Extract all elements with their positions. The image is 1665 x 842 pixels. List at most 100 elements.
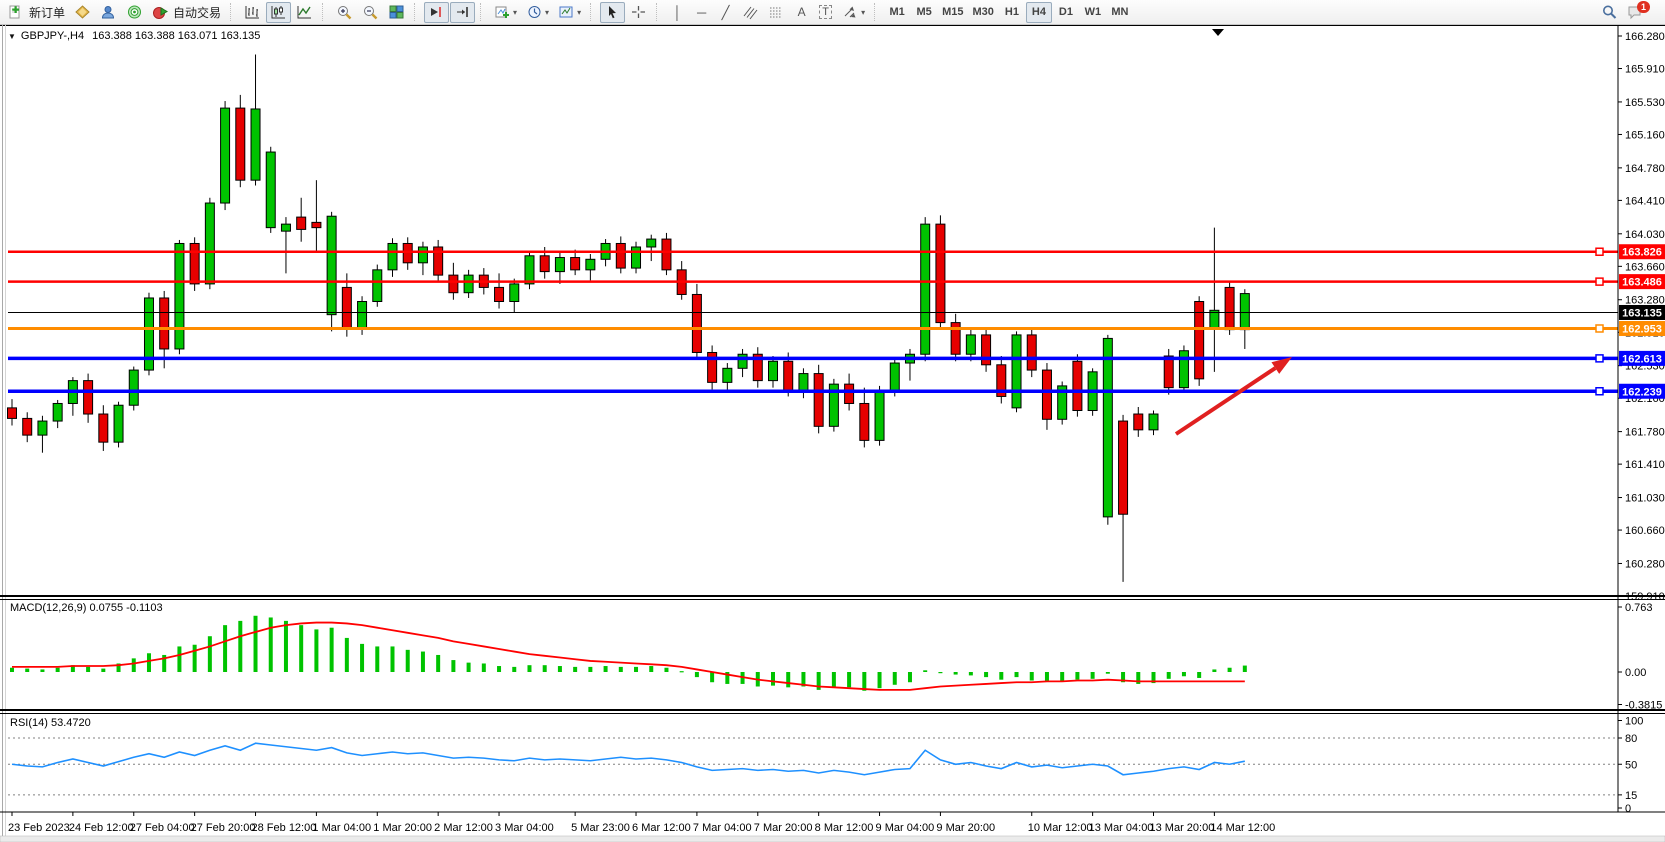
auto-scroll-button[interactable] — [450, 1, 476, 23]
price-tick-label: 165.160 — [1625, 129, 1665, 141]
macd-histogram-bar — [968, 672, 973, 676]
toolbar-separator — [874, 3, 879, 21]
auto-trading-icon — [153, 7, 169, 19]
new-order-button[interactable]: 新订单 — [4, 2, 69, 23]
macd-histogram-bar — [694, 672, 699, 678]
macd-histogram-bar — [466, 662, 471, 672]
macd-histogram-bar — [283, 620, 288, 672]
macd-histogram-bar — [177, 646, 182, 672]
rsi-scale-label: 80 — [1625, 733, 1637, 745]
macd-histogram-bar — [146, 653, 151, 672]
timeframe-m30[interactable]: M30 — [972, 6, 994, 18]
time-tick-label: 28 Feb 12:00 — [252, 822, 317, 834]
notifications-button[interactable]: 1 — [1623, 1, 1661, 23]
signals-icon — [128, 5, 142, 19]
macd-histogram-bar — [344, 637, 349, 672]
horizontal-lines-layer[interactable] — [8, 247, 1618, 396]
macd-histogram-bar — [405, 649, 410, 672]
macd-histogram-bar — [329, 627, 334, 672]
macd-histogram-bar — [573, 666, 578, 672]
new-chart-button[interactable]: ▾ — [490, 2, 521, 23]
macd-histogram-bar — [801, 672, 806, 687]
text-label-tool[interactable]: T — [814, 2, 837, 23]
chart-symbol-period: GBPJPY-,H4 — [20, 30, 85, 42]
macd-histogram-bar — [588, 666, 593, 672]
notification-badge: 1 — [1636, 1, 1650, 13]
macd-scale-label: -0.3815 — [1625, 700, 1662, 712]
template-button[interactable]: ▾ — [554, 2, 585, 23]
period-button[interactable]: ▾ — [522, 2, 553, 23]
timeframe-m1[interactable]: M1 — [889, 6, 905, 18]
macd-histogram-bar — [436, 654, 441, 672]
price-tick-label: 161.030 — [1625, 493, 1665, 505]
tile-windows-button[interactable] — [384, 2, 409, 23]
macd-histogram-bar — [86, 666, 91, 672]
text-label-icon: T — [819, 5, 832, 19]
auto-trading-label: 自动交易 — [173, 5, 222, 20]
auto-trading-button[interactable]: 自动交易 — [148, 2, 225, 23]
timeframe-m5[interactable]: M5 — [916, 6, 932, 18]
time-tick-label: 6 Mar 12:00 — [632, 822, 691, 834]
vertical-line-tool[interactable]: │ — [666, 2, 689, 23]
equidistant-channel-tool[interactable] — [738, 2, 763, 23]
time-tick-label: 1 Mar 20:00 — [373, 822, 432, 834]
macd-histogram-bar — [862, 672, 867, 691]
macd-histogram-bar — [679, 671, 684, 673]
price-tick-label: 165.910 — [1625, 64, 1665, 76]
market-watch-icon — [102, 6, 115, 19]
trendline-tool[interactable]: ╱ — [714, 2, 737, 23]
timeframe-m15[interactable]: M15 — [942, 6, 964, 18]
macd-histogram-bar — [1044, 672, 1049, 682]
timeframe-w1[interactable]: W1 — [1084, 6, 1102, 18]
rsi-indicator-label: RSI(14) 53.4720 — [10, 717, 91, 729]
macd-histogram-bar — [1121, 672, 1126, 683]
line-chart-icon — [297, 6, 312, 19]
zoom-in-button[interactable] — [332, 2, 357, 23]
macd-histogram-bar — [268, 617, 273, 672]
market-watch-button[interactable] — [96, 2, 121, 23]
timeframe-h4[interactable]: H4 — [1025, 1, 1052, 23]
line-chart-button[interactable] — [292, 2, 317, 23]
dropdown-caret-icon: ▾ — [513, 7, 518, 17]
cursor-tool-button[interactable] — [600, 1, 626, 23]
arrows-tool[interactable]: ▾ — [838, 2, 869, 23]
timeframe-mn[interactable]: MN — [1111, 6, 1129, 18]
signals-button[interactable] — [122, 2, 147, 23]
macd-histogram-bar — [1105, 672, 1110, 674]
shift-marker-icon[interactable] — [1212, 29, 1224, 36]
template-icon — [559, 6, 573, 18]
chart-window: 166.280 165.910 165.530 165.160 164.780 164.4… — [0, 25, 1665, 842]
candlestick-chart-button[interactable] — [266, 1, 292, 23]
trend-arrow[interactable] — [1174, 357, 1292, 436]
macd-histogram-bar — [223, 625, 228, 672]
text-tool[interactable]: A — [790, 2, 813, 23]
price-axis[interactable]: 166.280 165.910 165.530 165.160 164.780 164.4… — [1617, 26, 1665, 812]
macd-histogram-bar — [497, 666, 502, 672]
timeframe-h1[interactable]: H1 — [1004, 6, 1019, 18]
crosshair-tool-button[interactable] — [626, 2, 651, 23]
quotes-button[interactable] — [70, 2, 95, 23]
chart-canvas[interactable]: 166.280 165.910 165.530 165.160 164.780 164.4… — [0, 25, 1665, 842]
macd-histogram-bar — [557, 666, 562, 672]
macd-histogram-bar — [771, 672, 775, 686]
zoom-out-button[interactable] — [358, 2, 383, 23]
time-tick-label: 24 Feb 12:00 — [69, 822, 134, 834]
toolbar-separator — [322, 3, 327, 21]
dropdown-caret-icon: ▾ — [861, 7, 866, 17]
rsi-pane — [8, 737, 1618, 796]
chart-shift-button[interactable] — [424, 1, 450, 23]
horizontal-line-tool[interactable]: ─ — [690, 2, 713, 23]
price-tick-label: 160.660 — [1625, 525, 1665, 537]
fibonacci-tool[interactable] — [764, 2, 789, 23]
rsi-scale-label: 50 — [1625, 759, 1637, 771]
collapse-icon[interactable]: ▼ — [8, 32, 16, 41]
macd-histogram-bar — [1151, 672, 1156, 684]
bar-chart-button[interactable] — [240, 2, 265, 23]
hline-handle — [1595, 324, 1604, 333]
rsi-scale-label: 15 — [1625, 790, 1637, 802]
price-tick-label: 160.280 — [1625, 558, 1665, 570]
time-tick-label: 10 Mar 12:00 — [1028, 822, 1093, 834]
search-button[interactable] — [1597, 2, 1622, 23]
timeframe-d1[interactable]: D1 — [1058, 6, 1073, 18]
